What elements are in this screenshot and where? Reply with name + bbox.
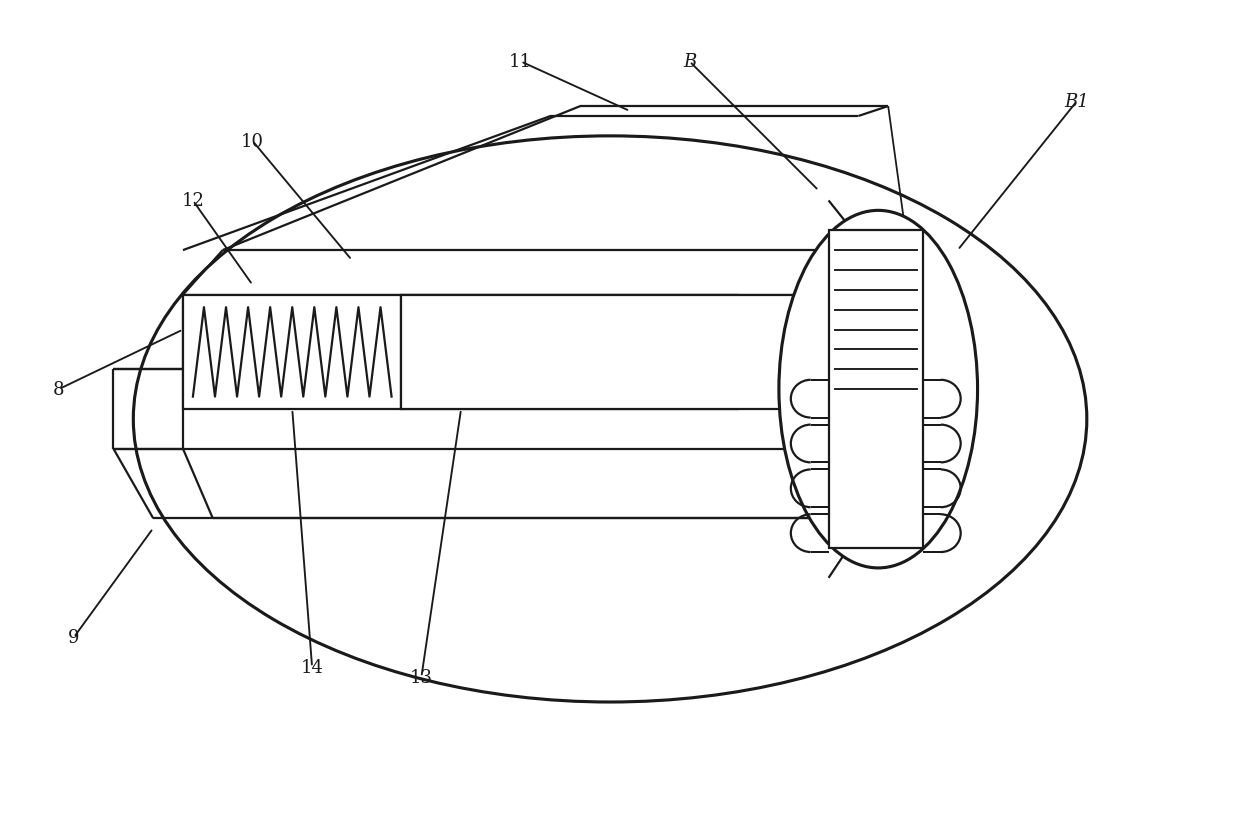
Ellipse shape <box>134 137 1086 702</box>
Text: 8: 8 <box>53 381 64 399</box>
Text: 11: 11 <box>510 53 532 71</box>
Bar <box>828 231 923 549</box>
Bar <box>184 296 402 410</box>
Ellipse shape <box>779 211 977 568</box>
Text: 9: 9 <box>68 629 79 647</box>
Text: 13: 13 <box>410 668 433 686</box>
Text: B1: B1 <box>1064 93 1089 111</box>
Text: B: B <box>683 53 696 71</box>
Bar <box>402 296 868 410</box>
Text: 12: 12 <box>181 192 205 210</box>
Text: 14: 14 <box>300 658 324 676</box>
Text: 10: 10 <box>241 133 264 151</box>
